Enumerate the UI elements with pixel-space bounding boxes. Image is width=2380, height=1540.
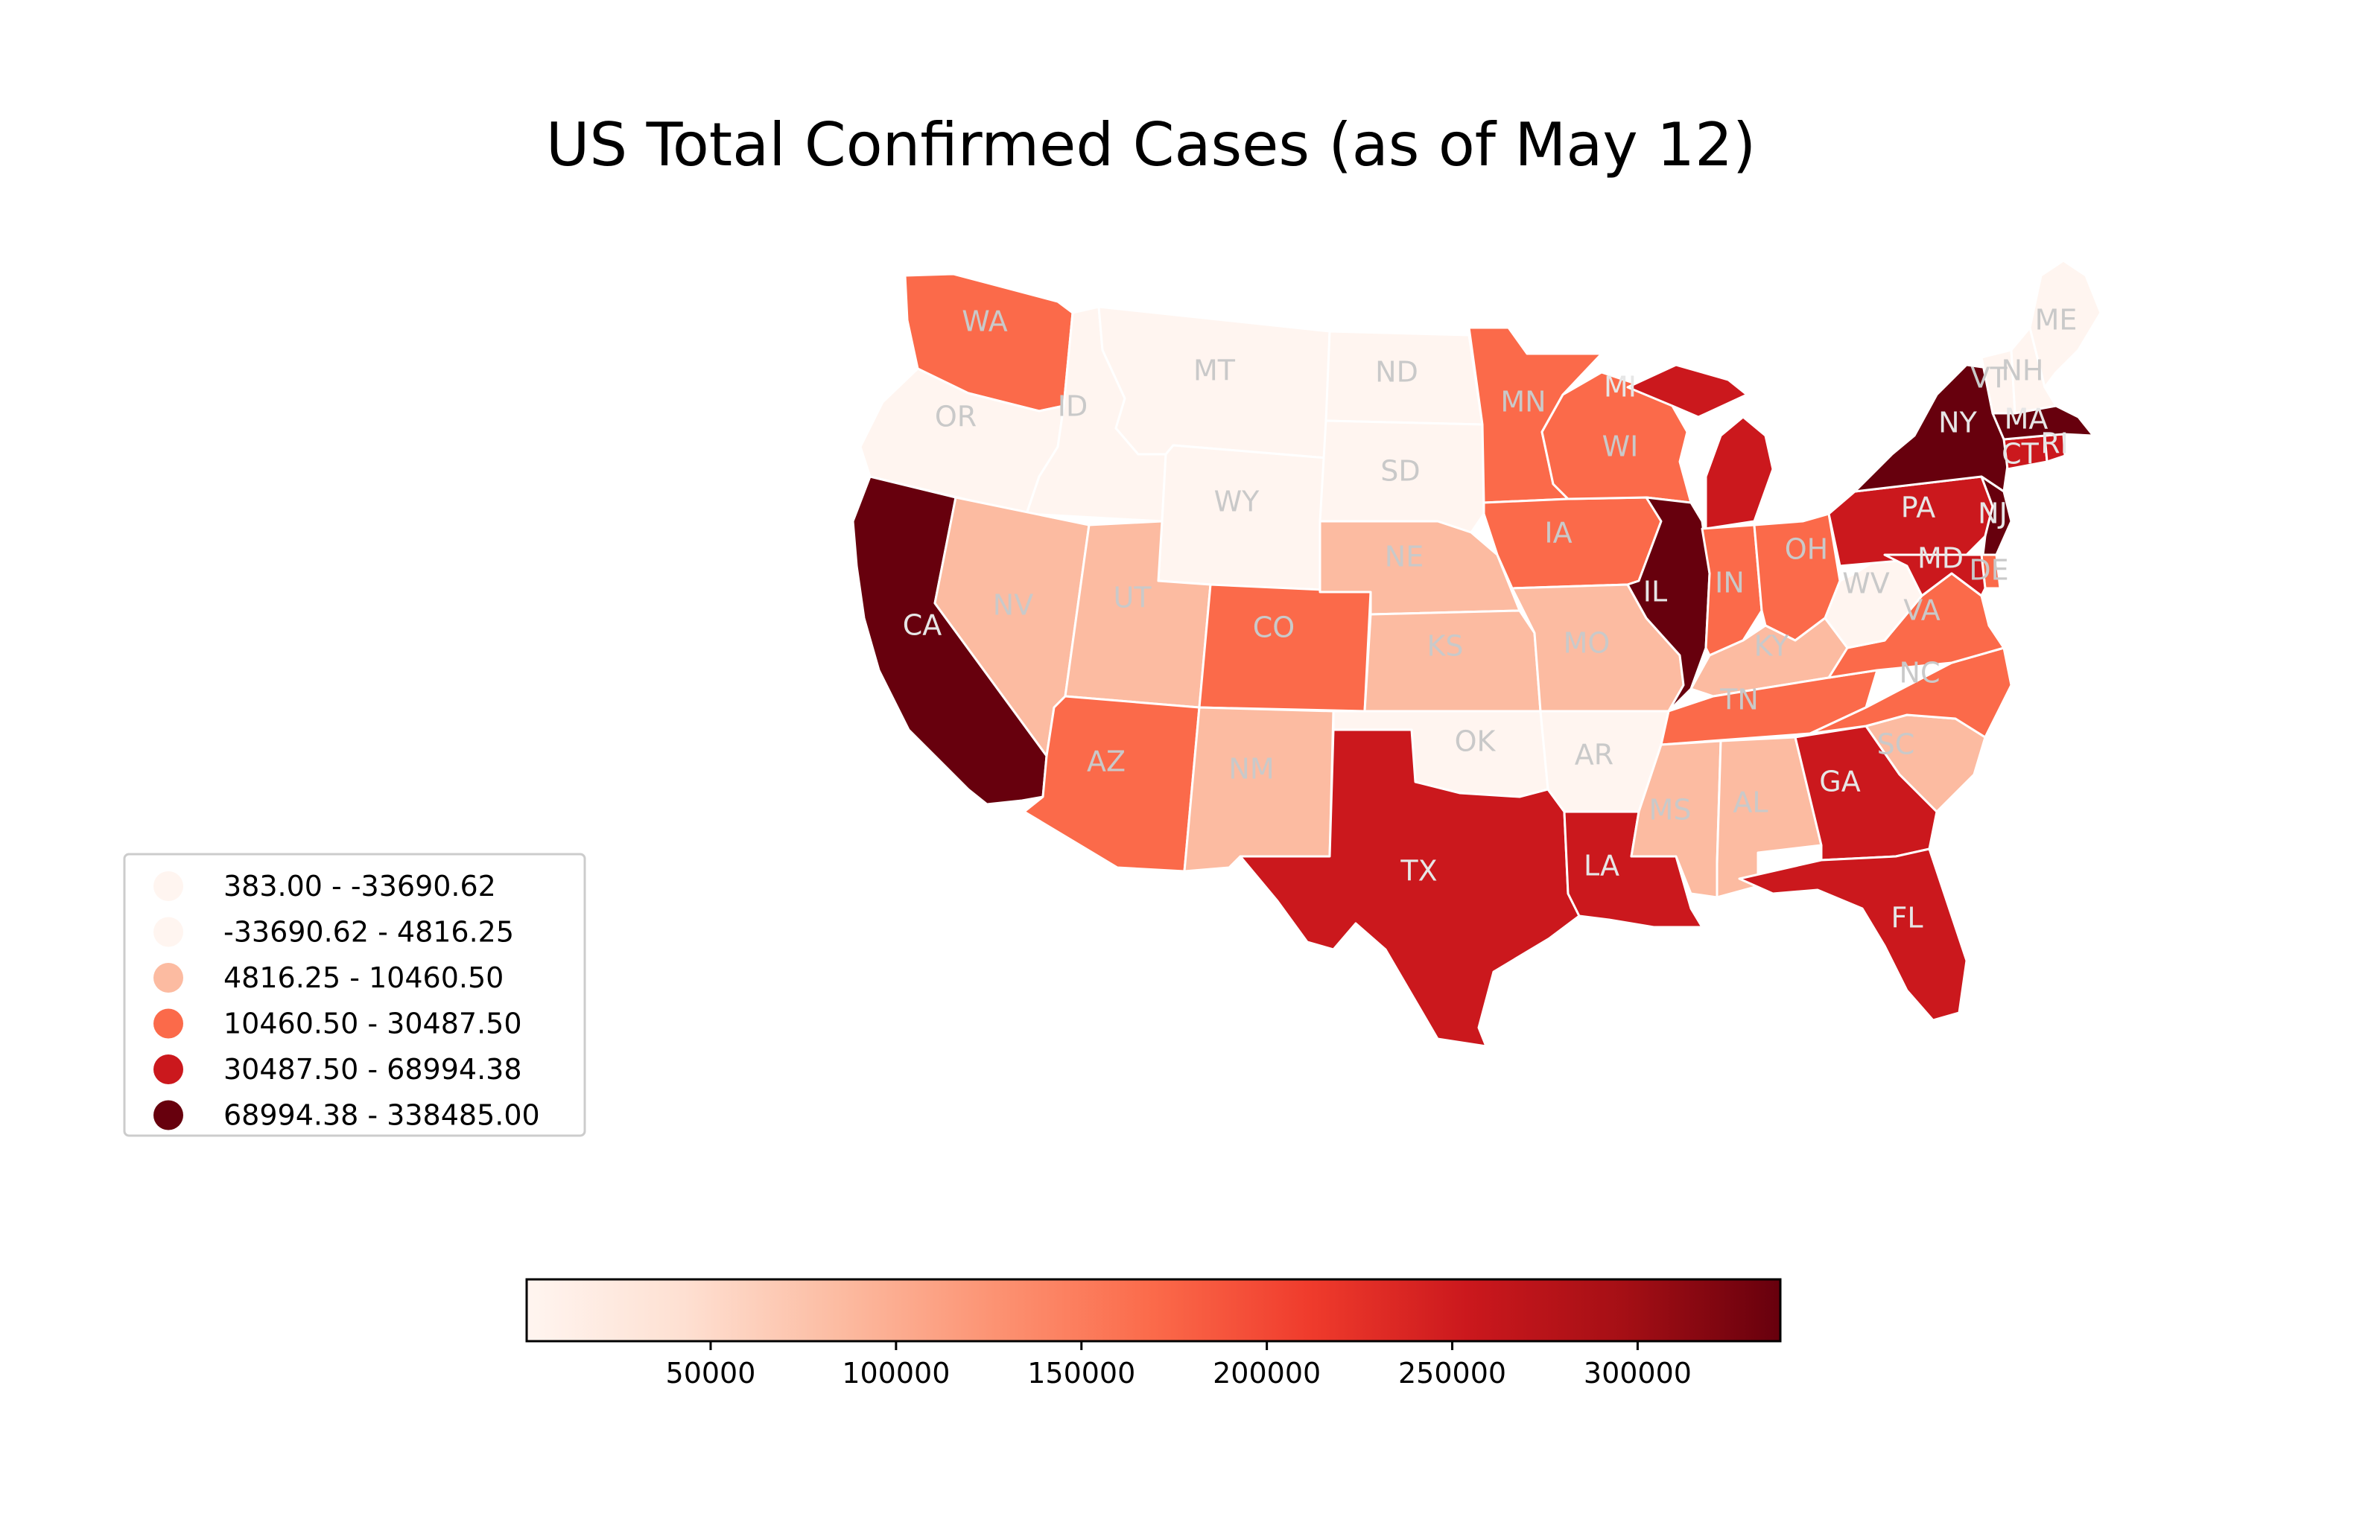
state-label-co: CO — [1253, 611, 1295, 644]
state-label-ms: MS — [1649, 794, 1692, 827]
state-label-or: OR — [935, 401, 977, 433]
state-label-wa: WA — [962, 305, 1008, 338]
state-label-tn: TN — [1719, 684, 1759, 716]
state-wy — [1157, 444, 1327, 594]
state-co — [1198, 583, 1372, 713]
legend-label-1: -33690.62 - 4816.25 — [223, 916, 514, 949]
state-label-md: MD — [1917, 542, 1964, 575]
legend-label-0: 383.00 - -33690.62 — [223, 870, 496, 903]
state-label-ca: CA — [903, 609, 942, 642]
colorbar-tick-label-3: 200000 — [1213, 1357, 1321, 1390]
state-label-az: AZ — [1087, 745, 1126, 778]
state-label-de: DE — [1969, 554, 2008, 587]
state-label-nh: NH — [2002, 354, 2044, 387]
state-tx — [1239, 728, 1581, 1048]
us-states-map — [851, 259, 2102, 1048]
state-label-il: IL — [1643, 576, 1667, 608]
state-ia — [1482, 496, 1663, 590]
state-label-mn: MN — [1500, 386, 1546, 419]
state-label-wi: WI — [1602, 430, 1639, 463]
state-label-mi: MI — [1604, 371, 1637, 404]
state-nm — [1183, 706, 1335, 873]
legend-swatch-3 — [153, 1008, 183, 1039]
state-label-ct: CT — [2002, 438, 2040, 471]
state-labels: WA OR CA ID NV MT WY UT AZ CO NM ND SD NE KS OK TX MN IA MO… — [903, 304, 2078, 935]
state-label-ky: KY — [1754, 630, 1790, 663]
legend-label-5: 68994.38 - 338485.00 — [223, 1099, 540, 1132]
state-label-nj: NJ — [1978, 497, 2008, 530]
state-me — [2028, 259, 2102, 389]
state-label-ma: MA — [2005, 403, 2049, 436]
legend-label-4: 30487.50 - 68994.38 — [223, 1053, 522, 1086]
colorbar-tick-label-4: 250000 — [1398, 1357, 1506, 1390]
legend-swatch-2 — [153, 963, 183, 993]
state-label-nc: NC — [1900, 657, 1941, 690]
state-label-wv: WV — [1842, 567, 1890, 600]
legend-swatch-1 — [153, 917, 183, 947]
legend-swatch-0 — [153, 871, 183, 901]
state-mi — [1626, 363, 1774, 530]
state-label-wy: WY — [1214, 486, 1260, 518]
state-label-pa: PA — [1901, 491, 1935, 524]
state-label-nm: NM — [1228, 753, 1274, 786]
state-label-ga: GA — [1819, 766, 1860, 798]
state-label-ut: UT — [1113, 582, 1152, 614]
legend: 383.00 - -33690.62 -33690.62 - 4816.25 481… — [123, 853, 586, 1137]
state-nh — [2010, 326, 2057, 415]
state-label-mo: MO — [1564, 627, 1611, 660]
state-label-sc: SC — [1877, 728, 1915, 761]
state-label-va: VA — [1903, 594, 1941, 627]
state-label-ri: RI — [2040, 427, 2069, 460]
state-label-ny: NY — [1938, 407, 1977, 439]
colorbar-tick-label-1: 100000 — [842, 1357, 950, 1390]
state-label-la: LA — [1584, 850, 1619, 882]
state-label-ks: KS — [1427, 630, 1463, 663]
colorbar-tick-label-0: 50000 — [666, 1357, 756, 1390]
state-label-oh: OH — [1785, 533, 1828, 566]
state-label-nv: NV — [993, 589, 1033, 622]
state-label-mt: MT — [1193, 354, 1236, 387]
legend-label-2: 4816.25 - 10460.50 — [223, 961, 504, 994]
state-fl — [1738, 847, 1968, 1022]
legend-label-3: 10460.50 - 30487.50 — [223, 1008, 522, 1040]
colorbar: 50000 100000 150000 200000 250000 300000 — [525, 1278, 1782, 1390]
state-label-al: AL — [1733, 786, 1768, 819]
chart-title: US Total Confirmed Cases (as of May 12) — [546, 110, 1756, 179]
colorbar-tick-label-5: 300000 — [1584, 1357, 1692, 1390]
state-md — [1883, 553, 1987, 597]
state-label-ar: AR — [1575, 739, 1613, 771]
state-label-me: ME — [2035, 304, 2078, 337]
state-label-fl: FL — [1891, 902, 1923, 935]
state-label-nd: ND — [1375, 356, 1418, 389]
state-label-vt: VT — [1970, 362, 2008, 395]
state-label-sd: SD — [1380, 455, 1420, 488]
colorbar-tick-label-2: 150000 — [1027, 1357, 1135, 1390]
state-label-id: ID — [1058, 390, 1088, 423]
state-label-ok: OK — [1455, 725, 1497, 758]
state-label-in: IN — [1715, 567, 1745, 599]
legend-swatch-5 — [153, 1100, 183, 1130]
state-label-ne: NE — [1385, 541, 1424, 573]
legend-box — [123, 853, 586, 1137]
state-nc — [1809, 646, 2013, 739]
legend-swatch-4 — [153, 1054, 183, 1084]
state-label-tx: TX — [1400, 855, 1437, 888]
state-ma — [1991, 404, 2095, 441]
state-label-ia: IA — [1544, 517, 1572, 550]
colorbar-gradient — [525, 1278, 1782, 1343]
